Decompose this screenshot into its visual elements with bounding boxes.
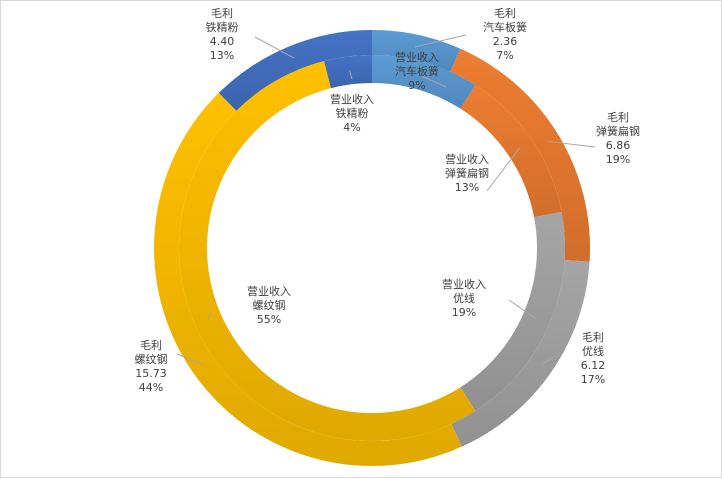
outer-label-4-line-2: 螺纹钢 [135, 352, 168, 366]
inner-label-3-line-2: 优线 [453, 291, 475, 305]
inner-leader-line-4 [207, 312, 212, 320]
inner-label-2-line-2: 弹簧扁钢 [445, 166, 489, 180]
outer-label-3-line-3: 6.12 [581, 359, 606, 372]
inner-slice-3 [460, 211, 565, 411]
inner-label-3-line-3: 19% [452, 306, 476, 319]
inner-leader-line-5 [349, 70, 353, 80]
outer-leader-line-5 [254, 36, 295, 59]
outer-label-2-line-4: 19% [606, 153, 630, 166]
inner-leader-line-1 [421, 75, 447, 88]
inner-leader-line-3 [508, 299, 537, 320]
inner-slice-4 [179, 61, 476, 442]
inner-label-3-line-1: 营业收入 [442, 277, 486, 291]
outer-label-5-line-2: 铁精粉 [206, 21, 239, 34]
inner-slice-5 [324, 55, 372, 89]
inner-label-1-line-1: 营业收入 [395, 50, 439, 64]
outer-slice-3 [451, 260, 590, 447]
outer-label-3-line-2: 优线 [582, 344, 604, 358]
outer-label-5-line-4: 13% [210, 49, 234, 62]
outer-slice-2 [450, 48, 590, 262]
outer-leader-line-2 [547, 140, 596, 148]
outer-leader-line-3 [540, 352, 561, 366]
outer-label-2-line-2: 弹簧扁钢 [596, 124, 640, 138]
inner-label-4-line-3: 55% [257, 313, 281, 326]
outer-label-2-line-3: 6.86 [606, 139, 631, 152]
outer-label-4-line-4: 44% [139, 381, 163, 394]
outer-slice-1 [372, 30, 461, 72]
outer-label-4-line-1: 毛利 [140, 339, 162, 352]
inner-slice-1 [372, 55, 476, 109]
outer-leader-line-4 [176, 353, 203, 365]
inner-label-4-line-2: 螺纹钢 [253, 298, 286, 312]
outer-label-5-line-3: 4.40 [210, 35, 235, 48]
inner-label-5-line-1: 营业收入 [330, 92, 374, 106]
inner-label-4-line-1: 营业收入 [247, 284, 291, 298]
inner-leader-line-2 [486, 147, 521, 192]
outer-label-1-line-4: 7% [496, 49, 513, 62]
outer-slice-5 [218, 30, 372, 111]
outer-leader-line-1 [414, 34, 467, 48]
inner-label-5-line-3: 4% [343, 121, 360, 134]
outer-label-2-line-1: 毛利 [607, 111, 629, 124]
outer-label-1-line-3: 2.36 [493, 35, 518, 48]
outer-label-1-line-2: 汽车板簧 [483, 20, 527, 34]
outer-label-3-line-1: 毛利 [582, 331, 604, 344]
outer-label-3-line-4: 17% [581, 373, 605, 386]
inner-label-1-line-3: 9% [408, 79, 425, 92]
inner-label-5-line-2: 铁精粉 [336, 107, 369, 120]
inner-slice-2 [460, 85, 562, 218]
outer-label-1-line-1: 毛利 [494, 7, 516, 20]
outer-label-5-line-1: 毛利 [211, 7, 233, 20]
inner-label-2-line-1: 营业收入 [445, 152, 489, 166]
inner-label-1-line-2: 汽车板簧 [395, 64, 439, 78]
inner-label-2-line-3: 13% [455, 181, 479, 194]
outer-label-4-line-3: 15.73 [135, 367, 167, 380]
